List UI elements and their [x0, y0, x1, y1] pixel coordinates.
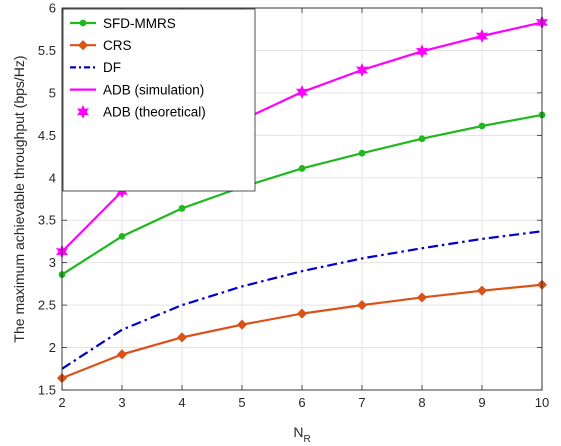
data-point-adb-theoretical — [476, 29, 488, 43]
y-tick-label: 4 — [49, 170, 56, 185]
x-tick-label: 10 — [535, 395, 549, 410]
data-point-sfd-mmrs — [118, 232, 126, 240]
y-tick-label: 2.5 — [38, 298, 56, 313]
legend-label-adb-simulation: ADB (simulation) — [103, 82, 204, 97]
data-point-sfd-mmrs — [478, 122, 486, 130]
x-axis-title-main: N — [293, 424, 303, 440]
legend-marker-crs — [77, 40, 89, 51]
data-point-adb-theoretical — [296, 85, 308, 99]
x-tick-label: 5 — [238, 395, 245, 410]
data-point-sfd-mmrs — [418, 135, 426, 143]
y-tick-label: 3.5 — [38, 213, 56, 228]
y-tick-label: 1.5 — [38, 383, 56, 398]
data-point-crs — [296, 308, 308, 319]
legend-entry-adb-simulation: ADB (simulation) — [70, 82, 204, 97]
y-tick-label: 2 — [49, 340, 56, 355]
axis-ticks: 2 3 4 5 6 7 8 9 101.522.533.544.555.56 — [38, 1, 549, 411]
x-tick-label: 3 — [118, 395, 125, 410]
data-point-sfd-mmrs — [358, 149, 366, 157]
x-tick-label: 4 — [178, 395, 185, 410]
x-tick-label: 9 — [478, 395, 485, 410]
y-tick-label: 6 — [49, 1, 56, 16]
legend-label-adb-theoretical: ADB (theoretical) — [103, 105, 206, 120]
x-tick-label: 8 — [418, 395, 425, 410]
data-point-crs — [416, 292, 428, 303]
data-point-adb-theoretical — [416, 44, 428, 59]
legend-marker-sfd-mmrs — [79, 19, 87, 27]
y-tick-label: 5.5 — [38, 43, 56, 58]
x-tick-label: 6 — [298, 395, 305, 410]
legend-box — [62, 8, 256, 192]
data-point-crs — [116, 349, 128, 360]
legend-entry-adb-theoretical: ADB (theoretical) — [77, 104, 206, 120]
x-tick-label: 2 — [58, 395, 65, 410]
y-axis-title: The maximum achievable throughput (bps/H… — [11, 55, 27, 342]
y-tick-label: 4.5 — [38, 128, 56, 143]
data-point-sfd-mmrs — [298, 165, 306, 172]
data-point-sfd-mmrs — [178, 204, 186, 212]
legend-label-sfd-mmrs: SFD-MMRS — [103, 16, 176, 31]
y-tick-label: 3 — [49, 255, 56, 270]
legend-marker-adb-theoretical — [77, 104, 89, 119]
y-tick-label: 5 — [49, 85, 56, 100]
legend-label-crs: CRS — [103, 38, 132, 53]
data-point-crs — [356, 300, 368, 311]
x-axis-title: NR — [293, 424, 310, 445]
x-axis-title-subscript: R — [303, 434, 310, 445]
series-df — [61, 230, 543, 370]
data-point-crs — [476, 285, 488, 296]
data-point-adb-theoretical — [356, 63, 368, 77]
x-tick-label: 7 — [358, 395, 365, 410]
legend-label-df: DF — [103, 60, 121, 75]
legend-entry-crs: CRS — [70, 38, 132, 53]
legend-entry-sfd-mmrs: SFD-MMRS — [70, 16, 176, 31]
data-point-crs — [236, 319, 248, 330]
series-crs — [56, 279, 548, 384]
legend: SFD-MMRS CRS DF ADB (simulation) ADB (theore… — [62, 8, 256, 192]
data-point-crs — [176, 332, 188, 343]
legend-entry-df: DF — [70, 60, 121, 75]
series-line-df — [61, 230, 543, 370]
